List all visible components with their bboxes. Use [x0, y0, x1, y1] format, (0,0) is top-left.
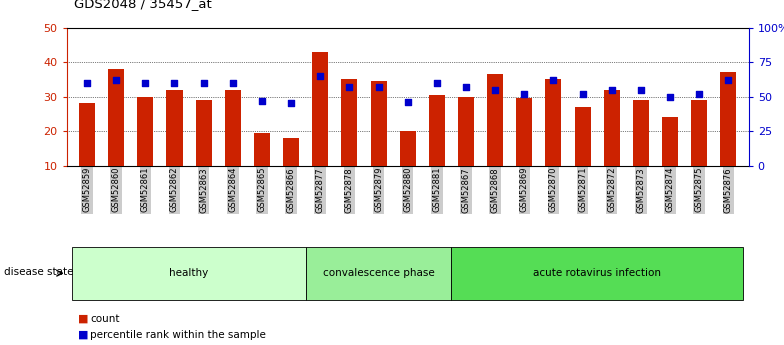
Bar — [196, 100, 212, 166]
Text: percentile rank within the sample: percentile rank within the sample — [90, 330, 266, 339]
Point — [198, 80, 210, 86]
Point — [81, 80, 93, 86]
Bar — [166, 90, 183, 166]
Text: healthy: healthy — [169, 268, 209, 278]
Point — [256, 98, 268, 104]
Point — [576, 91, 589, 97]
Bar — [458, 97, 474, 166]
Bar — [691, 100, 707, 166]
Point — [547, 77, 560, 83]
Bar — [429, 95, 445, 166]
Point — [430, 80, 443, 86]
Bar — [341, 79, 358, 166]
Point — [227, 80, 239, 86]
Point — [285, 101, 297, 106]
Point — [489, 87, 502, 92]
Point — [459, 84, 472, 90]
Text: count: count — [90, 314, 120, 324]
Bar — [400, 131, 416, 166]
Point — [634, 87, 647, 92]
Bar — [662, 117, 678, 166]
Point — [169, 80, 181, 86]
Bar — [283, 138, 299, 166]
Text: disease state: disease state — [4, 267, 74, 277]
Bar — [79, 104, 95, 166]
Bar — [312, 52, 328, 166]
Bar — [371, 81, 387, 166]
Bar — [254, 133, 270, 166]
Point — [314, 73, 326, 79]
Point — [664, 94, 677, 99]
Text: GDS2048 / 35457_at: GDS2048 / 35457_at — [74, 0, 212, 10]
Text: convalescence phase: convalescence phase — [323, 268, 434, 278]
Bar — [137, 97, 154, 166]
Point — [693, 91, 706, 97]
Point — [110, 77, 122, 83]
Point — [372, 84, 385, 90]
Text: ■: ■ — [78, 330, 89, 339]
Point — [343, 84, 356, 90]
Bar — [546, 79, 561, 166]
Point — [605, 87, 618, 92]
Bar — [633, 100, 649, 166]
Bar — [604, 90, 619, 166]
Bar — [575, 107, 590, 166]
Bar — [516, 98, 532, 166]
Bar — [225, 90, 241, 166]
Text: ■: ■ — [78, 314, 89, 324]
Text: acute rotavirus infection: acute rotavirus infection — [533, 268, 661, 278]
Point — [722, 77, 735, 83]
Bar — [108, 69, 124, 166]
Point — [139, 80, 151, 86]
Bar — [487, 74, 503, 166]
Point — [518, 91, 531, 97]
Point — [401, 99, 414, 105]
Bar — [720, 72, 736, 166]
